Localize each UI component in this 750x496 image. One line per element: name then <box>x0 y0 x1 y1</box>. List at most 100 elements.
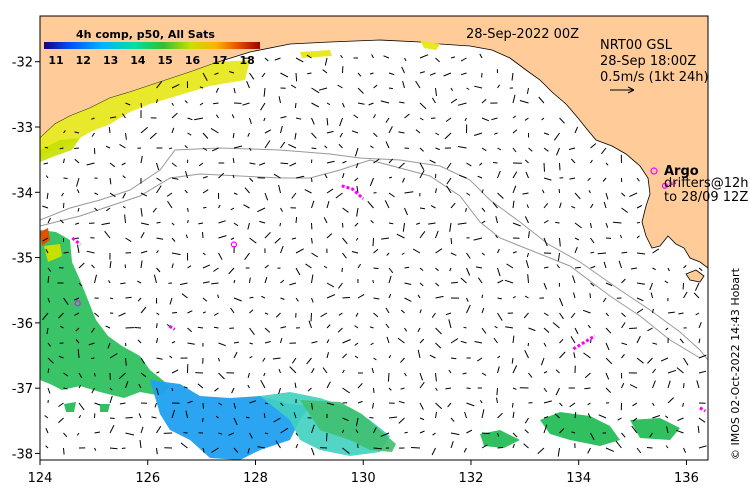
current-vector <box>280 297 285 300</box>
current-vector <box>605 162 609 166</box>
current-vector <box>307 72 312 75</box>
colorbar-label: 15 <box>158 54 173 67</box>
current-vector <box>153 274 157 284</box>
current-vector <box>698 338 701 344</box>
current-vector <box>370 220 374 224</box>
current-vector <box>304 189 312 194</box>
current-vector <box>419 338 425 344</box>
current-vector <box>559 428 565 434</box>
current-vector <box>322 69 328 74</box>
current-vector <box>601 147 607 155</box>
current-vector <box>263 413 266 419</box>
argo-track <box>168 324 176 331</box>
current-vector <box>373 447 382 450</box>
current-vector <box>249 296 254 299</box>
current-vector <box>249 342 253 345</box>
colorbar-label: 17 <box>212 54 227 67</box>
current-vector <box>218 357 220 362</box>
current-vector <box>698 417 706 423</box>
current-vector <box>450 281 458 284</box>
current-vector <box>492 202 498 209</box>
current-vector <box>63 432 68 438</box>
current-vector <box>629 192 638 198</box>
current-vector <box>386 336 390 344</box>
current-vector <box>140 426 144 434</box>
current-vector <box>543 400 552 404</box>
current-vector <box>354 147 359 157</box>
current-vector <box>295 72 298 82</box>
current-vector <box>495 234 498 239</box>
current-vector <box>140 357 146 364</box>
current-vector <box>570 336 576 344</box>
current-vector <box>91 264 95 269</box>
current-vector <box>495 216 498 224</box>
current-vector <box>171 222 175 226</box>
current-vector <box>543 342 547 347</box>
current-vector <box>474 132 483 136</box>
current-vector <box>171 237 176 242</box>
current-vector <box>404 266 410 269</box>
y-tick-label: -34 <box>12 186 33 201</box>
current-vector <box>47 357 54 364</box>
current-vector <box>308 320 312 329</box>
current-vector <box>215 87 219 93</box>
current-vector <box>218 252 223 260</box>
current-vector <box>419 162 425 171</box>
current-vector <box>311 200 315 209</box>
current-vector <box>419 430 425 434</box>
current-vector <box>202 297 208 302</box>
current-vector <box>636 282 645 285</box>
current-vector <box>435 387 438 391</box>
current-vector <box>496 397 498 404</box>
current-vector <box>652 248 660 254</box>
current-vector <box>247 372 250 378</box>
current-vector <box>559 402 563 407</box>
current-vector <box>481 189 484 194</box>
current-vector <box>311 367 315 374</box>
current-vector <box>388 126 393 134</box>
current-vector <box>180 442 188 449</box>
x-tick-label: 126 <box>135 471 160 486</box>
current-vector <box>512 94 516 104</box>
legend-line-3: 0.5m/s (1kt 24h) <box>600 70 709 85</box>
current-vector <box>326 117 329 126</box>
current-vector <box>311 117 315 125</box>
current-vector <box>430 205 436 209</box>
current-vector <box>260 379 266 389</box>
current-vector <box>449 222 452 232</box>
current-vector <box>552 322 560 329</box>
current-vector <box>450 441 454 449</box>
current-vector <box>697 425 700 434</box>
current-vector <box>605 387 612 394</box>
current-vector <box>419 147 424 152</box>
current-vector <box>218 220 226 224</box>
current-vector <box>621 342 628 346</box>
current-vector <box>399 101 405 104</box>
current-vector <box>211 282 219 285</box>
current-vector <box>109 417 115 419</box>
current-vector <box>78 402 85 411</box>
current-vector <box>179 282 188 286</box>
current-vector <box>76 177 80 187</box>
current-vector <box>121 447 126 449</box>
current-vector <box>213 312 219 316</box>
current-vector <box>617 417 622 421</box>
current-vector <box>397 337 405 344</box>
current-vector <box>171 112 178 119</box>
current-vector <box>605 282 613 287</box>
current-vector <box>294 132 297 140</box>
current-vector <box>154 402 157 408</box>
current-vector <box>78 384 82 389</box>
current-vector <box>73 297 80 301</box>
argo-legend-marker <box>650 167 658 175</box>
current-vector <box>260 102 266 111</box>
current-vector <box>590 203 594 209</box>
current-vector <box>512 129 518 134</box>
current-vector <box>559 297 564 307</box>
current-vector <box>590 143 597 149</box>
current-vector <box>481 220 486 224</box>
current-vector <box>233 417 238 426</box>
current-vector <box>47 297 51 303</box>
current-vector <box>289 366 297 374</box>
current-vector <box>339 132 343 138</box>
